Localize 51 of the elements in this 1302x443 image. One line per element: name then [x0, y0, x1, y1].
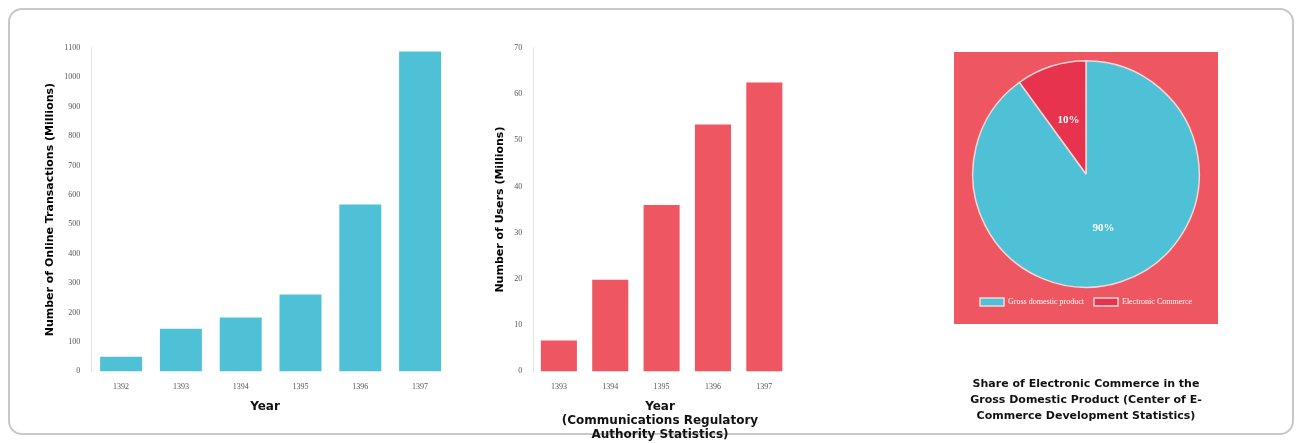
bar: [159, 328, 202, 372]
x-tick-label: 1396: [352, 382, 369, 392]
x-axis-title: Year: [249, 399, 281, 413]
y-tick-label: 20: [514, 274, 523, 284]
y-tick-label: 40: [514, 181, 523, 191]
y-tick-label: 800: [68, 131, 81, 141]
bar: [540, 340, 577, 372]
y-tick-label: 400: [68, 248, 81, 258]
x-tick-label: 1393: [550, 382, 567, 392]
bar: [100, 356, 143, 372]
legend-label: Gross domestic product: [1008, 297, 1085, 307]
x-tick-label: 1394: [232, 382, 249, 392]
x-tick-label: 1395: [292, 382, 309, 392]
y-axis-title: Number of Online Transactions (Millions): [43, 82, 57, 337]
x-tick-label: 1396: [704, 382, 721, 392]
x-tick-label: 1392: [113, 382, 130, 392]
y-tick-label: 500: [68, 219, 81, 229]
x-tick-label: 1394: [602, 382, 619, 392]
y-tick-label: 10: [514, 320, 523, 330]
x-axis-title: Year (Communications Regulatory Authority Statistics): [560, 399, 760, 441]
y-tick-label: 200: [68, 307, 81, 317]
bar: [694, 124, 731, 372]
x-tick-label: 1397: [412, 382, 429, 392]
bar: [592, 279, 629, 372]
x-tick-label: 1393: [172, 382, 189, 392]
y-tick-label: 30: [514, 227, 523, 237]
x-tick-label: 1395: [653, 382, 670, 392]
y-tick-label: 70: [514, 42, 523, 52]
y-tick-label: 50: [514, 135, 523, 145]
y-tick-label: 600: [68, 189, 81, 199]
bar: [746, 82, 783, 372]
y-tick-label: 60: [514, 89, 523, 99]
y-tick-label: 0: [76, 366, 81, 376]
bar: [219, 317, 262, 372]
data-label: 10%: [1057, 112, 1080, 125]
text: Share of Electronic Commerce in the Gross Domestic Product (Center of E-Commerce Development Statistics): [969, 376, 1203, 424]
y-axis-title: Number of Users (Millions): [493, 126, 507, 293]
y-tick-label: 700: [68, 160, 81, 170]
y-tick-label: 100: [68, 337, 81, 347]
data-label: 90%: [1092, 220, 1115, 233]
x-tick-label: 1397: [756, 382, 773, 392]
bar: [279, 294, 322, 372]
y-tick-label: 0: [518, 366, 523, 376]
bar: [339, 204, 382, 372]
bar: [399, 51, 442, 372]
bar: [643, 204, 680, 372]
y-tick-label: 300: [68, 278, 81, 288]
y-tick-label: 1000: [64, 72, 81, 82]
y-tick-label: 1100: [64, 42, 81, 52]
y-tick-label: 900: [68, 101, 81, 111]
legend-label: Electronic Commerce: [1122, 297, 1193, 307]
